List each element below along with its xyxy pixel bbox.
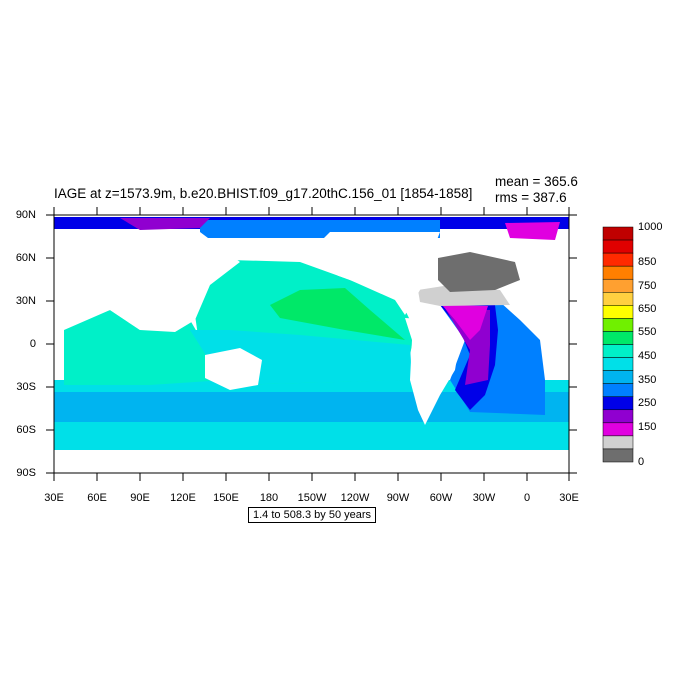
colorbar-swatch [602, 344, 634, 358]
south-america [405, 318, 460, 425]
x-tick-label: 60E [87, 492, 107, 504]
colorbar-swatch [602, 305, 634, 319]
colorbar-swatch [602, 265, 634, 280]
colorbar-label: 1000 [638, 221, 663, 233]
y-tick-label: 60S [16, 424, 36, 436]
y-tick-label: 90S [16, 467, 36, 479]
mean-stat: mean = 365.6 [495, 174, 578, 189]
colorbar-label: 250 [638, 397, 657, 409]
y-tick-label: 0 [29, 338, 36, 350]
y-tick-label: 30S [16, 381, 36, 393]
nadw-magenta [442, 305, 488, 340]
colorbar-label: 650 [638, 303, 657, 315]
north-atlantic-young [438, 252, 520, 292]
colorbar-swatch [602, 435, 634, 450]
colorbar-swatch [602, 278, 634, 293]
colorbar-label: 750 [638, 280, 657, 292]
x-tick-label: 90W [386, 492, 410, 504]
axis-ticks [46, 207, 577, 481]
colorbar-label: 350 [638, 374, 657, 386]
colorbar [602, 226, 634, 463]
colorbar-label: 850 [638, 256, 657, 268]
y-tick-label: 30N [15, 295, 36, 307]
australia [205, 348, 262, 390]
plot-title: IAGE at z=1573.9m, b.e20.BHIST.f09_g17.2… [54, 186, 473, 201]
x-tick-label: 30E [559, 492, 579, 504]
x-tick-label: 120E [170, 492, 196, 504]
colorbar-swatch [602, 396, 634, 411]
colorbar-swatch [602, 383, 634, 397]
land-masses [54, 232, 569, 425]
y-tick-label: 60N [15, 252, 36, 264]
colorbar-swatch [602, 448, 634, 463]
x-tick-label: 120W [340, 492, 370, 504]
colorbar-swatch [602, 292, 634, 306]
colorbar-swatch [602, 252, 634, 267]
x-tick-label: 150W [297, 492, 327, 504]
north-america [300, 232, 440, 315]
rms-stat: rms = 387.6 [495, 190, 567, 205]
colorbar-label: 150 [638, 421, 657, 433]
colorbar-swatch [602, 409, 634, 424]
x-tick-label: 30E [44, 492, 64, 504]
x-tick-label: 60W [429, 492, 453, 504]
colorbar-label: 450 [638, 350, 657, 362]
arctic-purple [120, 218, 210, 230]
arctic-magenta [505, 222, 560, 240]
pacific-old-water [270, 288, 405, 340]
colorbar-swatch [602, 422, 634, 437]
y-tick-label: 90N [15, 209, 36, 221]
x-tick-label: 30W [472, 492, 496, 504]
africa [520, 290, 569, 345]
asia-landmass [54, 232, 240, 332]
colorbar-swatch [602, 239, 634, 254]
colorbar-swatch [602, 357, 634, 371]
colorbar-label: 550 [638, 326, 657, 338]
colorbar-swatch [602, 226, 634, 241]
contour-info-box: 1.4 to 508.3 by 50 years [248, 507, 377, 523]
colorbar-swatch [602, 318, 634, 332]
colorbar-label: 0 [638, 456, 645, 468]
x-tick-label: 150E [213, 492, 239, 504]
indian-ocean [64, 310, 225, 385]
x-tick-label: 90E [130, 492, 150, 504]
x-tick-label: 180 [259, 492, 279, 504]
north-pacific-old-water [215, 262, 340, 300]
x-tick-label: 0 [523, 492, 531, 504]
colorbar-swatch [602, 370, 634, 384]
colorbar-swatch [602, 331, 634, 345]
